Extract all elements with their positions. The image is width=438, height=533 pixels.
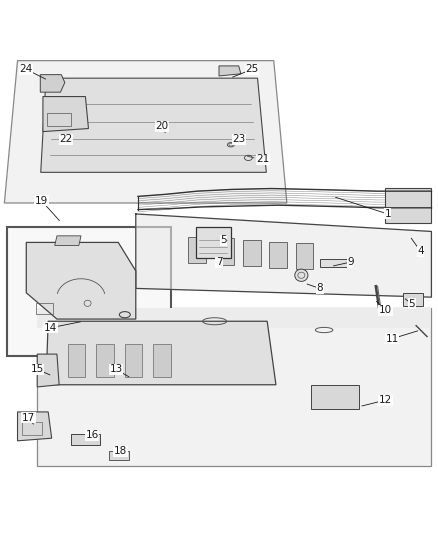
Bar (196, 227, 231, 258)
Text: 16: 16 (85, 430, 99, 440)
Polygon shape (46, 321, 276, 385)
Polygon shape (219, 66, 241, 76)
Bar (47, 113, 71, 126)
Bar (68, 344, 85, 377)
Text: 18: 18 (114, 446, 127, 456)
Polygon shape (41, 78, 266, 172)
Polygon shape (209, 236, 228, 245)
Text: 20: 20 (155, 122, 169, 131)
Polygon shape (26, 243, 136, 319)
Bar (188, 237, 206, 263)
Text: 25: 25 (245, 64, 258, 75)
Text: 14: 14 (44, 323, 57, 333)
Polygon shape (55, 236, 81, 246)
Bar (7, 227, 171, 356)
Text: 5: 5 (220, 235, 227, 245)
Text: 17: 17 (22, 413, 35, 423)
Text: 11: 11 (385, 334, 399, 344)
Polygon shape (385, 188, 431, 223)
Bar (296, 243, 313, 269)
Polygon shape (18, 412, 52, 441)
Text: 9: 9 (347, 257, 354, 267)
Text: 8: 8 (316, 284, 323, 293)
Polygon shape (136, 214, 431, 297)
Text: 22: 22 (59, 134, 72, 144)
Text: 23: 23 (232, 134, 245, 144)
Text: 1: 1 (384, 209, 391, 219)
Text: 24: 24 (20, 64, 33, 75)
Text: 5: 5 (408, 298, 415, 309)
Text: 19: 19 (35, 196, 48, 206)
Bar (153, 344, 171, 377)
Polygon shape (403, 293, 423, 306)
Polygon shape (37, 308, 431, 466)
Polygon shape (37, 354, 59, 387)
Bar (22, 422, 42, 435)
Text: 10: 10 (379, 305, 392, 316)
Bar (243, 240, 261, 266)
Text: 4: 4 (417, 246, 424, 256)
Bar (269, 241, 287, 268)
Polygon shape (71, 434, 100, 445)
Bar (320, 259, 348, 268)
Text: 21: 21 (256, 154, 269, 164)
Ellipse shape (295, 269, 308, 281)
Bar (96, 344, 114, 377)
Text: 12: 12 (379, 395, 392, 405)
Bar (217, 238, 234, 265)
Text: 7: 7 (215, 257, 223, 267)
Polygon shape (40, 75, 65, 92)
Polygon shape (37, 308, 431, 328)
Polygon shape (4, 61, 287, 203)
Text: 15: 15 (31, 365, 44, 374)
Bar (125, 344, 142, 377)
Polygon shape (43, 96, 88, 132)
Text: 13: 13 (110, 365, 123, 374)
Polygon shape (311, 385, 359, 409)
Polygon shape (109, 451, 129, 460)
Bar (36, 303, 53, 314)
